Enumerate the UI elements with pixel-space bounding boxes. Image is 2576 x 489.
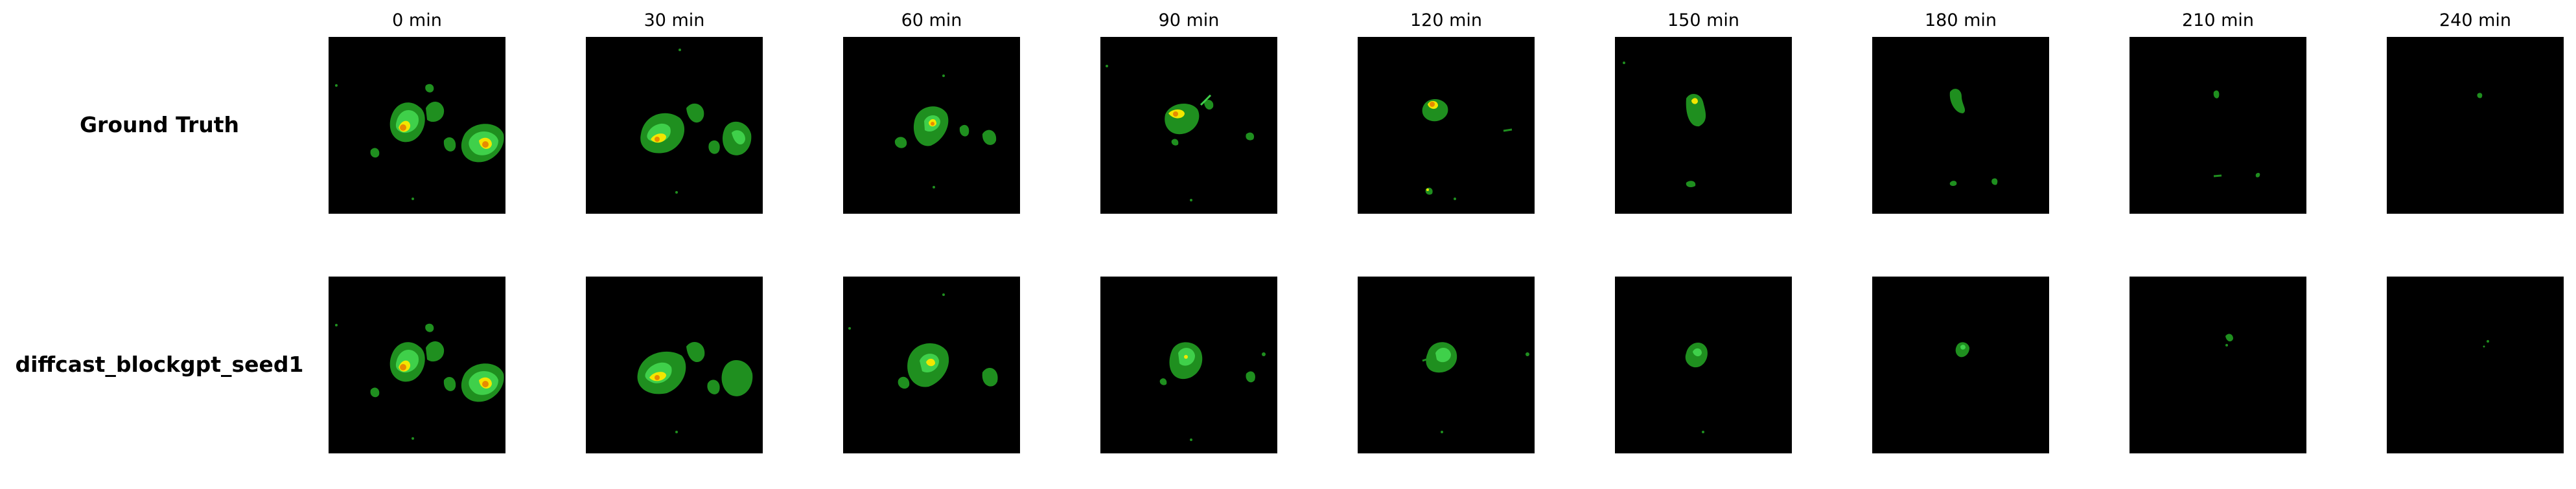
column-title-8: 240 min: [2439, 10, 2512, 30]
radar-frame-pred-150: [1615, 277, 1792, 453]
column-title-5: 150 min: [1667, 10, 1740, 30]
row-label-ground-truth: Ground Truth: [79, 112, 240, 137]
radar-frame-pred-60: [843, 277, 1020, 453]
row-label-prediction: diffcast_blockgpt_seed1: [15, 352, 304, 377]
column-title-4: 120 min: [1410, 10, 1483, 30]
radar-frame-gt-120: [1358, 37, 1535, 214]
column-title-0: 0 min: [392, 10, 442, 30]
radar-frame-gt-210: [2129, 37, 2306, 214]
radar-frame-gt-90: [1100, 37, 1277, 214]
column-title-7: 210 min: [2181, 10, 2255, 30]
radar-frame-gt-180: [1872, 37, 2049, 214]
radar-frame-pred-120: [1358, 277, 1535, 453]
column-title-6: 180 min: [1924, 10, 1997, 30]
radar-frame-pred-0: [329, 277, 505, 453]
radar-frame-gt-240: [2387, 37, 2564, 214]
column-title-2: 60 min: [901, 10, 962, 30]
column-title-3: 90 min: [1158, 10, 1220, 30]
radar-frame-gt-60: [843, 37, 1020, 214]
column-title-1: 30 min: [644, 10, 705, 30]
radar-frame-pred-30: [586, 277, 763, 453]
radar-frame-pred-180: [1872, 277, 2049, 453]
radar-frame-pred-210: [2129, 277, 2306, 453]
radar-frame-gt-150: [1615, 37, 1792, 214]
radar-frame-pred-240: [2387, 277, 2564, 453]
radar-frame-gt-0: [329, 37, 505, 214]
radar-frame-pred-90: [1100, 277, 1277, 453]
radar-frame-gt-30: [586, 37, 763, 214]
